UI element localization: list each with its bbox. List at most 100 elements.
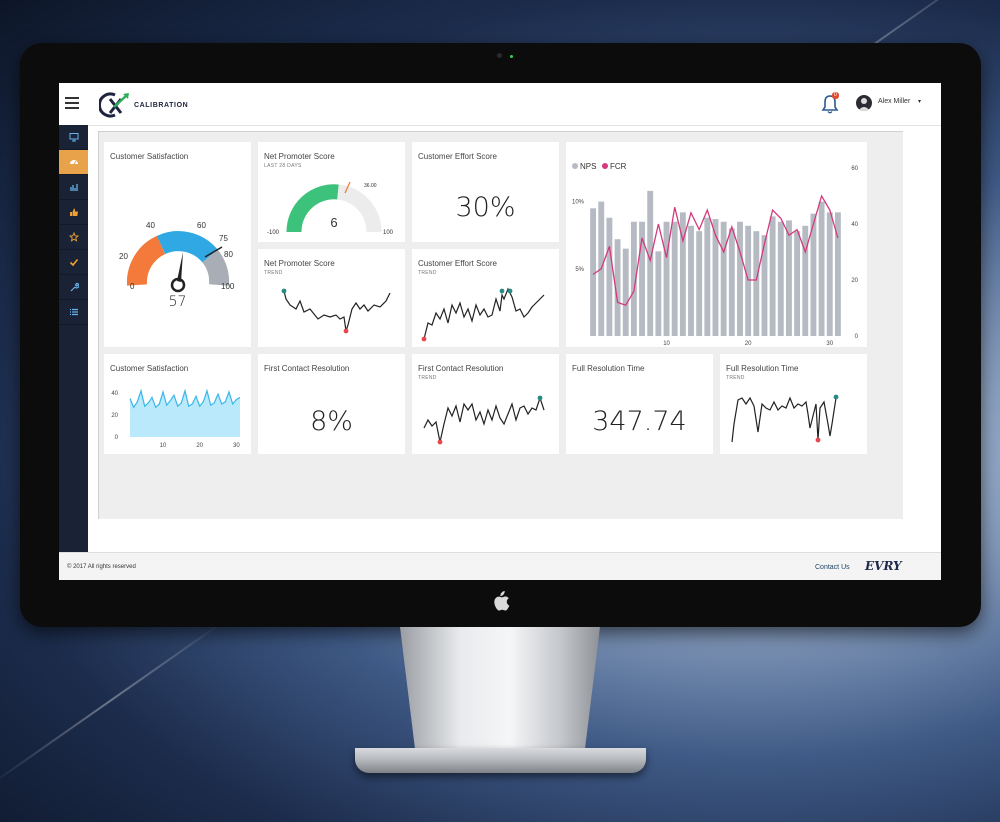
y-left-tick-label: 5%	[575, 267, 584, 273]
csat-gauge: 0 20 40 60 75 80 100	[119, 221, 235, 293]
dashboard-icon	[69, 160, 78, 165]
y-right-tick-label: 0	[855, 334, 859, 340]
dashboard-main: Customer Satisfaction 0 20 40 60 75 80 1…	[98, 131, 903, 519]
card-frt-trend[interactable]: Full Resolution Time TREND	[720, 354, 867, 454]
nps-max: 100	[383, 230, 394, 236]
nps-bar	[769, 216, 776, 336]
card-title: Net Promoter Score	[264, 152, 335, 161]
nps-bar	[663, 221, 670, 336]
gauge-tick: 80	[224, 250, 233, 259]
card-subtitle: TREND	[726, 375, 745, 381]
card-customer-effort-score[interactable]: Customer Effort Score 30%	[412, 142, 559, 242]
nps-bar	[590, 208, 597, 336]
card-ces-trend[interactable]: Customer Effort Score TREND	[412, 249, 559, 347]
nps-bar	[647, 190, 654, 336]
card-subtitle: TREND	[418, 270, 437, 276]
nps-bar	[696, 231, 703, 336]
thumbs-up-icon	[69, 208, 78, 216]
y-tick-label: 40	[111, 391, 118, 397]
x-tick-label: 20	[196, 443, 203, 449]
nps-bar	[802, 225, 809, 336]
fcr-sparkline	[423, 395, 545, 445]
nps-bar	[671, 221, 678, 336]
card-full-resolution-time[interactable]: Full Resolution Time 347.74	[566, 354, 713, 454]
card-title: First Contact Resolution	[264, 364, 350, 373]
x-tick-label: 10	[160, 443, 167, 449]
cx-logo	[99, 92, 129, 118]
nps-bar	[630, 221, 637, 336]
nps-bar	[606, 217, 613, 336]
nps-target: 36.00	[364, 183, 377, 189]
nps-value: 6	[330, 215, 337, 230]
sparkline-max-dot	[537, 395, 543, 401]
nps-gauge: 36.00 -100 100 6	[267, 181, 394, 236]
y-right-tick-label: 60	[851, 166, 858, 172]
card-customer-satisfaction-area[interactable]: Customer Satisfaction 10 20 30 0 20 40	[104, 354, 251, 454]
sidebar-item-favorites[interactable]	[59, 225, 88, 250]
nps-bar	[737, 221, 743, 336]
nps-bar	[818, 201, 825, 336]
nps-bar	[679, 212, 686, 336]
background-streak	[0, 614, 234, 788]
card-title: First Contact Resolution	[418, 364, 504, 373]
sidebar-item-tasks[interactable]	[59, 250, 88, 275]
nps-bar	[728, 228, 735, 336]
fcr-series-line	[592, 194, 839, 306]
sidebar-item-list[interactable]	[59, 300, 88, 325]
gauge-value: 57	[168, 294, 187, 310]
card-first-contact-resolution[interactable]: First Contact Resolution 8%	[258, 354, 405, 454]
card-title: Customer Effort Score	[418, 152, 497, 161]
card-nps-gauge[interactable]: Net Promoter Score LAST 28 DAYS 36.00 -1…	[258, 142, 405, 242]
card-nps-trend[interactable]: Net Promoter Score TREND	[258, 249, 405, 347]
avatar[interactable]	[856, 95, 872, 111]
y-right-tick-label: 40	[851, 222, 858, 228]
nps-bar	[745, 225, 752, 336]
sidebar-item-feedback[interactable]	[59, 200, 88, 225]
sidebar-item-dashboard[interactable]	[59, 150, 88, 175]
gauge-tick: 40	[146, 221, 155, 230]
card-title: Customer Satisfaction	[110, 152, 189, 161]
card-title: Net Promoter Score	[264, 259, 335, 268]
sparkline-min-dot	[437, 439, 443, 445]
nps-bar	[810, 213, 817, 336]
sparkline-max-dot	[833, 394, 839, 400]
sparkline-min-dot	[421, 336, 427, 342]
bar-chart-icon	[69, 184, 78, 191]
sidebar	[59, 125, 88, 552]
sidebar-item-settings[interactable]	[59, 275, 88, 300]
area-line	[129, 388, 241, 409]
card-fcr-trend[interactable]: First Contact Resolution TREND	[412, 354, 559, 454]
monitor-stand-base	[355, 748, 646, 773]
sparkline-min-dot	[815, 437, 821, 443]
hamburger-menu-icon[interactable]	[65, 95, 79, 109]
frt-sparkline	[731, 394, 839, 443]
contact-us-link[interactable]: Contact Us	[815, 564, 850, 571]
gauge-tick: 20	[119, 252, 128, 261]
nps-bar	[614, 239, 621, 336]
card-title: Full Resolution Time	[572, 364, 645, 373]
y-tick-label: 0	[115, 435, 119, 441]
card-title: Customer Satisfaction	[110, 364, 189, 373]
sidebar-item-monitor[interactable]	[59, 125, 88, 150]
ces-sparkline	[421, 287, 545, 342]
sparkline-max-dot	[507, 288, 513, 294]
webcam-led	[510, 55, 513, 58]
nps-bar	[826, 212, 833, 336]
nps-bar	[834, 212, 841, 336]
kpi-value: 30%	[455, 192, 516, 223]
legend-swatch-nps	[572, 163, 578, 169]
nps-bar	[655, 251, 662, 336]
x-tick-label: 30	[233, 443, 240, 449]
top-navbar: CALIBRATION 0 Alex Miller ▾	[59, 83, 941, 126]
card-customer-satisfaction-gauge[interactable]: Customer Satisfaction 0 20 40 60 75 80 1…	[104, 142, 251, 347]
nps-bar	[704, 217, 711, 336]
card-nps-fcr-chart[interactable]: NPS FCR 10 20 30 5% 10% 0 20 40 60	[566, 142, 867, 347]
sparkline-max-dot	[499, 288, 505, 294]
sidebar-item-reports[interactable]	[59, 175, 88, 200]
card-subtitle: LAST 28 DAYS	[264, 163, 302, 169]
nps-bar	[794, 231, 801, 336]
nps-fcr-chart: NPS FCR 10 20 30 5% 10% 0 20 40 60	[572, 162, 859, 347]
chevron-down-icon[interactable]: ▾	[918, 99, 922, 105]
legend-swatch-fcr	[602, 163, 608, 169]
user-name[interactable]: Alex Miller	[878, 98, 911, 105]
